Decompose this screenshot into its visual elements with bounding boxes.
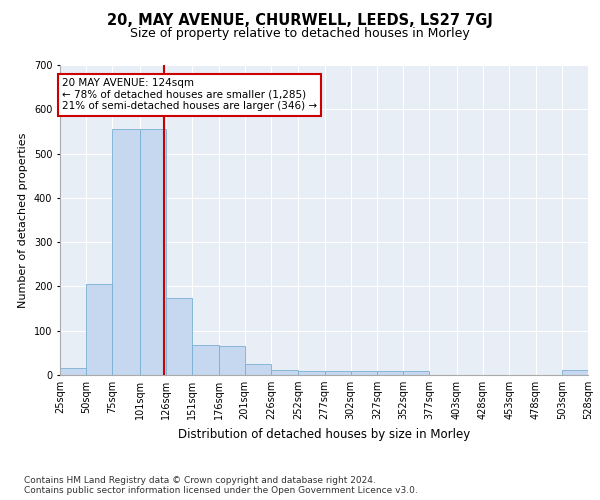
Bar: [325, 372, 351, 375]
Bar: [86, 284, 112, 375]
Text: 20 MAY AVENUE: 124sqm
← 78% of detached houses are smaller (1,285)
21% of semi-d: 20 MAY AVENUE: 124sqm ← 78% of detached …: [62, 78, 317, 112]
Bar: [112, 129, 140, 375]
Bar: [245, 364, 271, 375]
Bar: [166, 298, 192, 375]
Bar: [298, 372, 325, 375]
Bar: [140, 129, 166, 375]
X-axis label: Distribution of detached houses by size in Morley: Distribution of detached houses by size …: [178, 428, 470, 440]
Bar: [60, 368, 86, 375]
Text: Size of property relative to detached houses in Morley: Size of property relative to detached ho…: [130, 28, 470, 40]
Bar: [377, 372, 403, 375]
Bar: [271, 370, 298, 375]
Text: Contains HM Land Registry data © Crown copyright and database right 2024.
Contai: Contains HM Land Registry data © Crown c…: [24, 476, 418, 495]
Y-axis label: Number of detached properties: Number of detached properties: [19, 132, 28, 308]
Text: 20, MAY AVENUE, CHURWELL, LEEDS, LS27 7GJ: 20, MAY AVENUE, CHURWELL, LEEDS, LS27 7G…: [107, 12, 493, 28]
Bar: [351, 372, 377, 375]
Bar: [218, 346, 245, 375]
Bar: [192, 345, 218, 375]
Bar: [562, 370, 588, 375]
Bar: [403, 372, 430, 375]
